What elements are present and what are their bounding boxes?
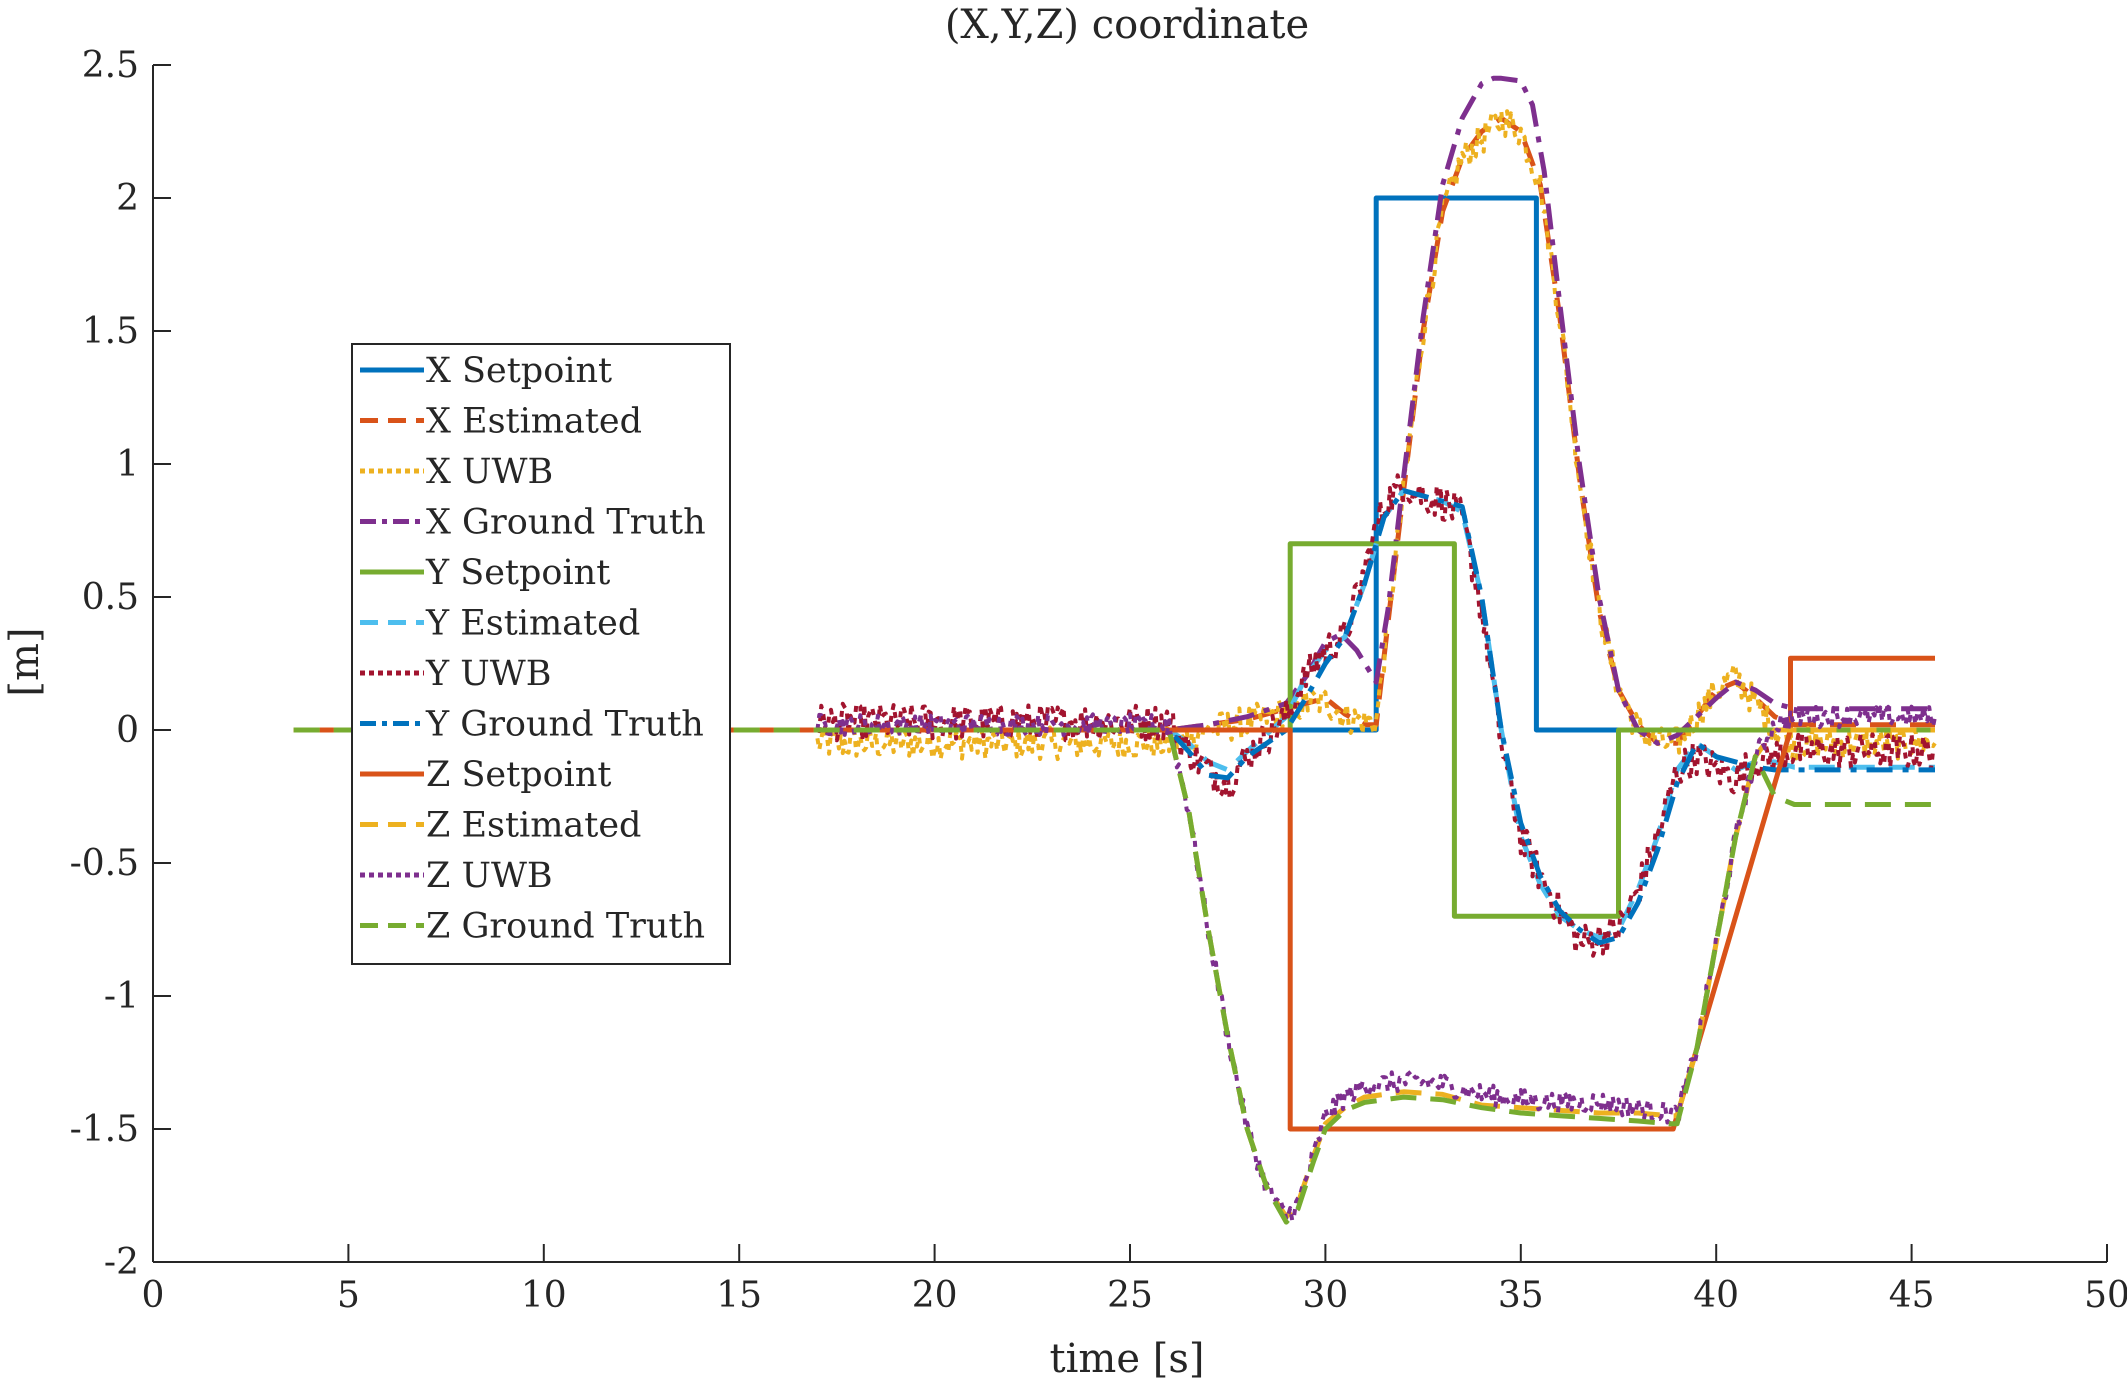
x-tick-label: 40: [1693, 1275, 1739, 1316]
series-line-z-ground-truth: [293, 727, 1935, 1225]
series-line-y-ground-truth: [293, 488, 1935, 946]
legend: X Setpoint X Estimated X UWB X Ground Truth…: [351, 343, 731, 965]
plot-area: [293, 75, 1937, 1225]
y-tick-label: 2: [116, 178, 139, 219]
series-line-x-uwb: [815, 109, 1937, 762]
y-axis-label: [m]: [2, 627, 48, 696]
legend-entry-label: X Ground Truth: [426, 503, 706, 543]
y-tick-label: -0.5: [70, 843, 139, 884]
x-tick-label: 45: [1889, 1275, 1935, 1316]
x-tick-label: 15: [716, 1275, 762, 1316]
legend-entry-label: Z Setpoint: [426, 755, 611, 795]
series-line-z-setpoint: [293, 655, 1935, 1132]
legend-entry-label: X UWB: [426, 452, 553, 492]
x-tick-label: 20: [912, 1275, 958, 1316]
y-tick-label: 1.5: [82, 311, 139, 352]
x-tick-label: 30: [1302, 1275, 1348, 1316]
y-tick-label: 1: [116, 444, 139, 485]
legend-entry-label: Y UWB: [425, 654, 551, 694]
y-tick-label: 0.5: [82, 577, 139, 618]
x-tick-label: 35: [1498, 1275, 1544, 1316]
legend-entry-label: Y Setpoint: [425, 553, 610, 593]
x-tick-label: 5: [337, 1275, 360, 1316]
x-tick-label: 50: [2084, 1275, 2127, 1316]
x-axis-label: time [s]: [1050, 1336, 1205, 1382]
y-tick-label: -1: [104, 976, 139, 1017]
y-tick-label: 0: [116, 710, 139, 751]
axes: 0 5 10 15 20 25 30 35 40 45 50 2.5 2 1.5 1 0.5 0 -0.5 -1 -1…: [70, 45, 2127, 1316]
y-tick-label: -1.5: [70, 1109, 139, 1150]
legend-box: [351, 343, 731, 965]
y-tick-label: 2.5: [82, 45, 139, 86]
legend-entry-label: X Setpoint: [426, 351, 612, 391]
x-tick-label: 10: [521, 1275, 567, 1316]
legend-entry-label: Y Ground Truth: [425, 705, 704, 745]
legend-entry-label: Z Ground Truth: [426, 907, 705, 947]
x-tick-label: 25: [1107, 1275, 1153, 1316]
legend-entry-label: Y Estimated: [425, 604, 640, 644]
x-tick-label: 0: [142, 1275, 165, 1316]
series-line-y-setpoint: [293, 541, 1935, 919]
chart-title: (X,Y,Z) coordinate: [945, 2, 1309, 48]
legend-entry-label: Z Estimated: [426, 806, 641, 846]
y-tick-label: -2: [104, 1242, 139, 1283]
legend-entry-label: Z UWB: [426, 856, 553, 896]
legend-entry-label: X Estimated: [426, 402, 642, 442]
